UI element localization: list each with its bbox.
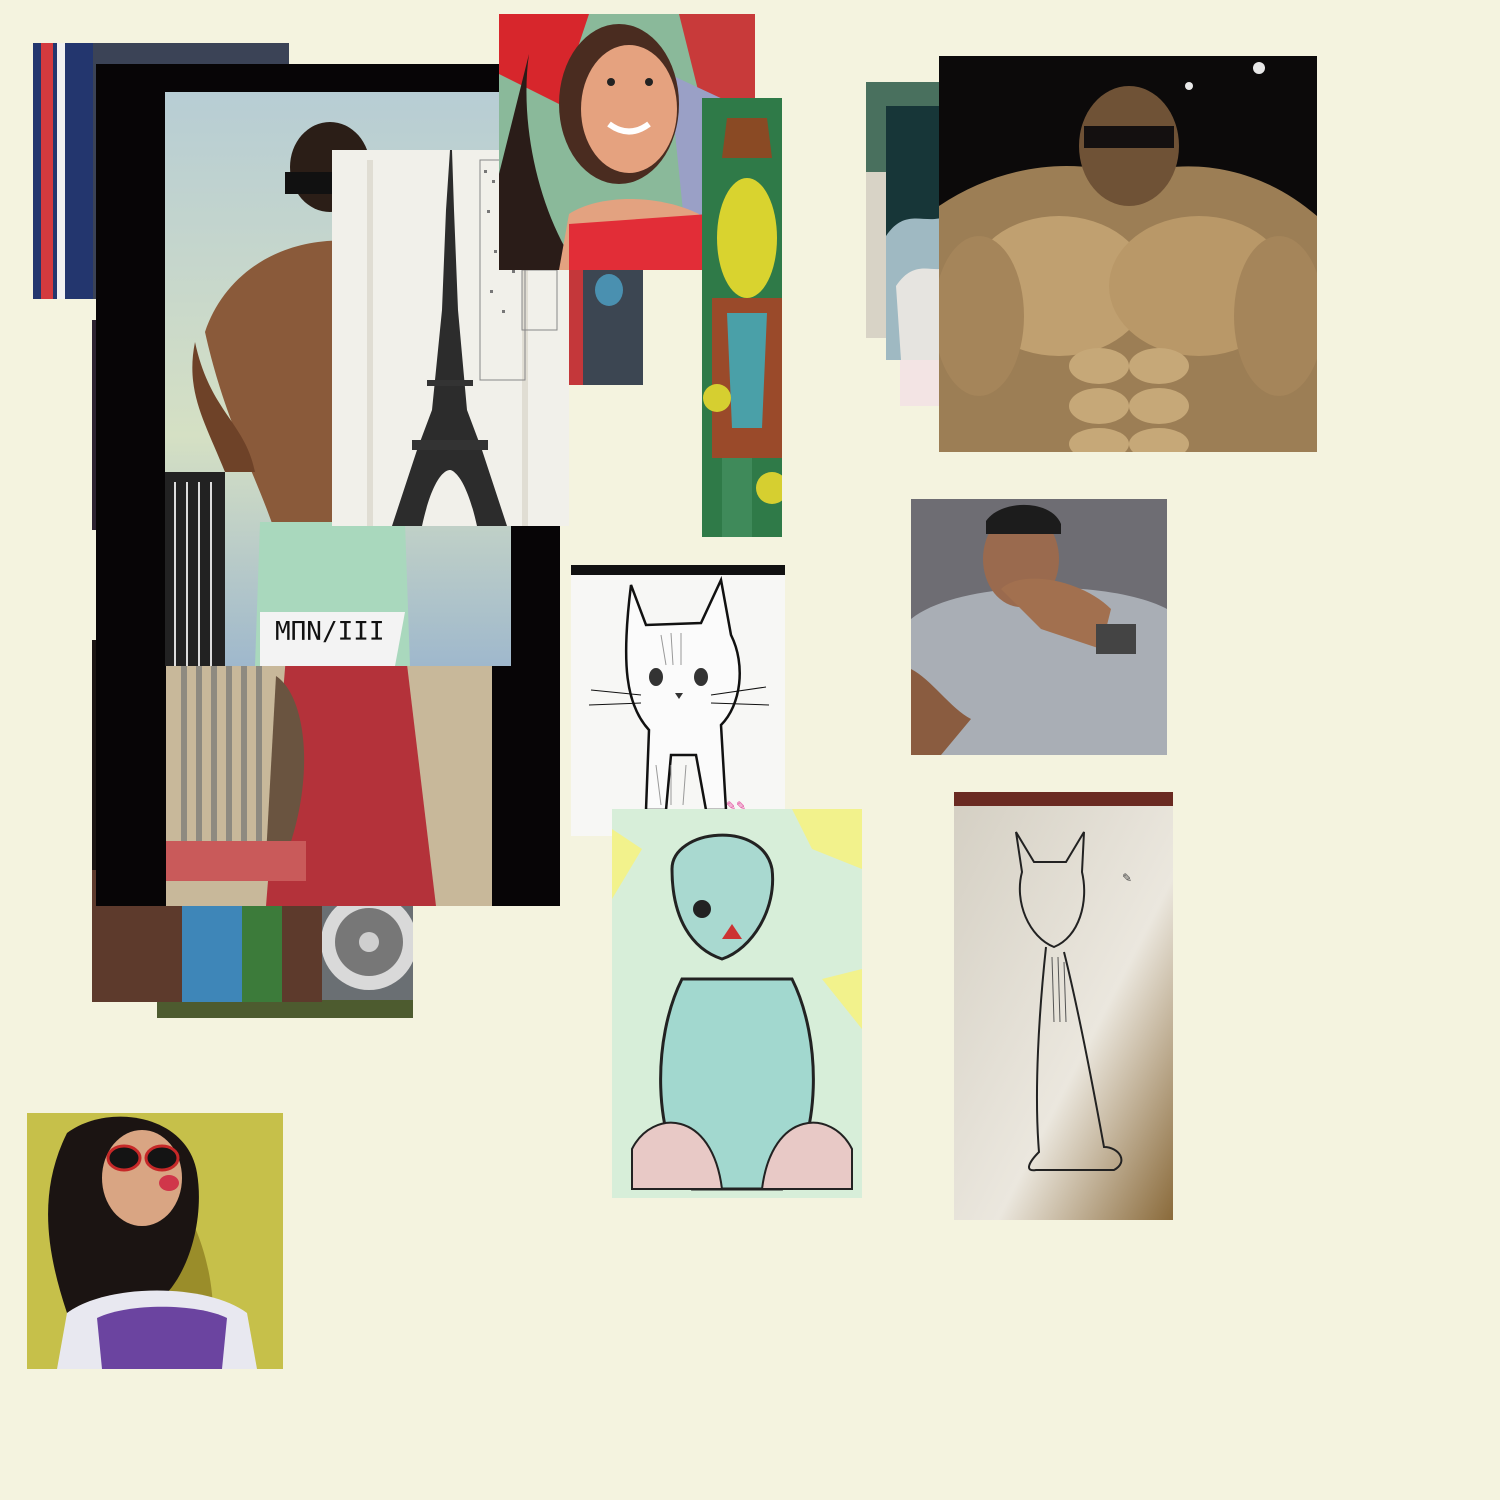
pink-fragment [900, 360, 946, 406]
statue-photo [886, 106, 946, 360]
woman-sunglasses-selfie [27, 1113, 283, 1369]
cat-sketch: ✎✎ [571, 565, 785, 836]
cartoon-character [702, 98, 782, 537]
red-dress-photo [166, 656, 492, 906]
cat-line-drawing: ✎ [954, 792, 1173, 1220]
svg-text:✎: ✎ [1122, 871, 1132, 885]
man-hand-to-face [911, 499, 1167, 755]
figurine-photo [569, 270, 643, 385]
teal-cat-illustration [612, 809, 862, 1198]
muscular-man-sunglasses [939, 56, 1317, 452]
svg-text:ΜΠΝ/ΙΙΙ: ΜΠΝ/ΙΙΙ [275, 617, 385, 647]
